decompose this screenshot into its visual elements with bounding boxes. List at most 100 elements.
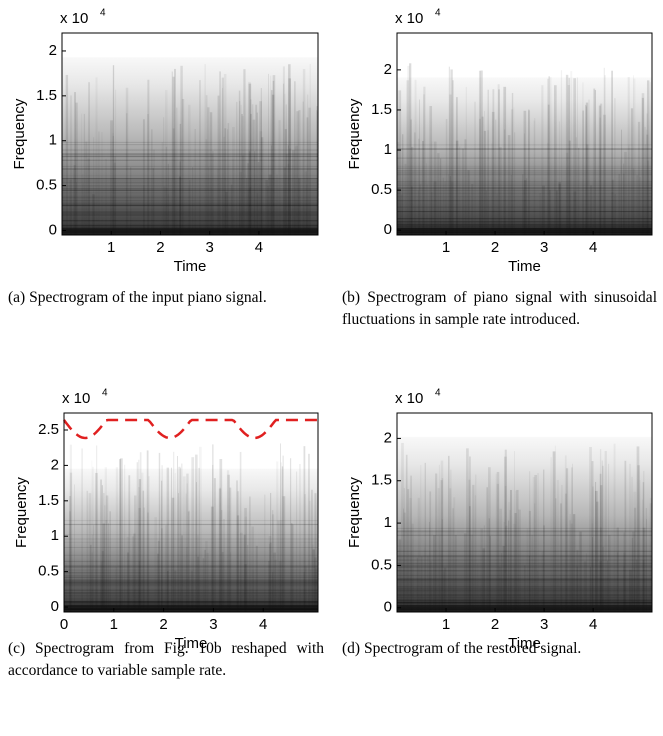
spectrogram-streak (257, 162, 260, 235)
spectrogram-harmonic (397, 211, 652, 213)
spectrogram-harmonic (397, 196, 652, 198)
spectrogram-streak (543, 469, 545, 612)
spectrogram-streak (596, 501, 599, 612)
y-tick-label: 0 (384, 221, 392, 238)
spectrogram-streak (267, 186, 269, 235)
spectrogram-streak (316, 110, 318, 235)
spectrogram-streak (165, 146, 168, 235)
caption: (c) Spectrogram from Fig. 10b reshaped w… (8, 640, 324, 679)
spectrogram-harmonic (64, 579, 318, 581)
spectrogram-streak (548, 76, 550, 235)
spectrogram-streak (401, 442, 404, 612)
spectrogram-streak (641, 93, 645, 235)
spectrogram-streak (634, 567, 635, 612)
spectrogram-streak (631, 537, 633, 612)
spectrogram-harmonic (397, 566, 652, 568)
spectrogram-streak (219, 459, 223, 612)
spectrogram-streak (636, 175, 639, 235)
spectrogram-harmonic (64, 582, 318, 584)
spectrogram-streak (103, 493, 105, 612)
spectrogram-streak (604, 75, 606, 236)
axes-box (63, 412, 319, 613)
spectrogram-streak (191, 457, 195, 612)
spectrogram-harmonic (62, 144, 318, 146)
spectrogram-streak (85, 141, 88, 235)
spectrogram-streak (227, 123, 230, 235)
spectrogram-streak (642, 482, 645, 612)
spectrogram-streak (72, 168, 75, 235)
spectrogram-harmonic (64, 538, 318, 540)
spectrogram-streak (219, 71, 221, 235)
spectrogram-streak (647, 160, 649, 235)
spectrogram-streak (272, 75, 276, 236)
spectrogram-harmonic (397, 533, 652, 535)
spectrogram-streak (403, 512, 406, 612)
spectrogram-streak (513, 132, 516, 235)
spectrogram-streak (513, 188, 515, 235)
spectrogram-streak (246, 178, 248, 235)
spectrogram-streak (248, 186, 252, 235)
spectrogram-streak (553, 85, 557, 235)
spectrogram-streak (411, 146, 414, 235)
spectrogram-streak (298, 178, 301, 235)
spectrogram-streak (294, 81, 296, 235)
spectrogram-harmonic (62, 195, 318, 197)
x-tick-label: 4 (589, 239, 597, 256)
spectrogram-streak (495, 119, 497, 235)
spectrogram-streak (407, 489, 410, 612)
spectrogram-streak (306, 170, 307, 235)
x-tick-label: 2 (491, 239, 499, 256)
spectrogram-streak (81, 448, 83, 612)
spectrogram-streak (147, 512, 149, 612)
spectrogram-streak (463, 533, 467, 612)
spectrogram-harmonic (62, 141, 318, 143)
spectrogram-harmonic (397, 565, 652, 567)
spectrogram-streak (314, 557, 317, 612)
spectrogram-streak (624, 460, 627, 612)
spectrogram-streak (217, 95, 220, 235)
x-tick-label: 3 (540, 616, 548, 633)
spectrogram-streak (483, 130, 487, 235)
spectrogram-streak (479, 118, 481, 235)
spectrogram-streak (81, 174, 84, 235)
spectrogram-streak (236, 101, 238, 236)
spectrogram-streak (243, 534, 246, 612)
spectrogram-streak (541, 551, 545, 612)
spectrogram-streak (115, 567, 117, 612)
spectrogram-harmonic (397, 227, 652, 229)
spectrogram-streak (138, 561, 140, 612)
spectrogram-streak (623, 566, 626, 612)
spectrogram-streak (260, 88, 262, 235)
y-tick-label: 0.5 (371, 181, 392, 198)
spectrogram-streak (437, 153, 440, 235)
spectrogram-harmonic (64, 534, 318, 536)
spectrogram-harmonic (64, 601, 318, 603)
spectrogram-streak (496, 483, 500, 612)
spectrogram-streak (430, 561, 433, 612)
spectrogram-harmonic (397, 225, 652, 227)
spectrogram-harmonic (397, 578, 652, 580)
y-tick-label: 1.5 (38, 492, 59, 509)
spectrogram-harmonic (397, 221, 652, 223)
spectrogram-harmonic (62, 153, 318, 155)
spectrogram-streak (565, 468, 569, 612)
spectrogram-streak (255, 545, 258, 612)
spectrogram-harmonic (62, 226, 318, 228)
spectrogram-streak (511, 92, 514, 236)
spectrogram-streak (226, 470, 230, 612)
spectrogram-streak (633, 75, 634, 235)
spectrogram-streak (483, 525, 485, 612)
spectrogram-harmonic (397, 224, 652, 226)
spectrogram-streak (442, 571, 445, 612)
spectrogram-streak (474, 101, 476, 235)
spectrogram-streak (630, 108, 634, 235)
spectrogram-streak (450, 469, 452, 612)
spectrogram-streak (270, 75, 272, 235)
spectrogram-streak (204, 64, 207, 236)
spectrogram-streak (188, 104, 191, 235)
spectrogram-streak (417, 497, 420, 612)
spectrogram-streak (147, 79, 150, 236)
spectrogram-streak (276, 174, 278, 235)
spectrogram-streak (91, 534, 93, 612)
spectrogram-streak (409, 63, 412, 235)
